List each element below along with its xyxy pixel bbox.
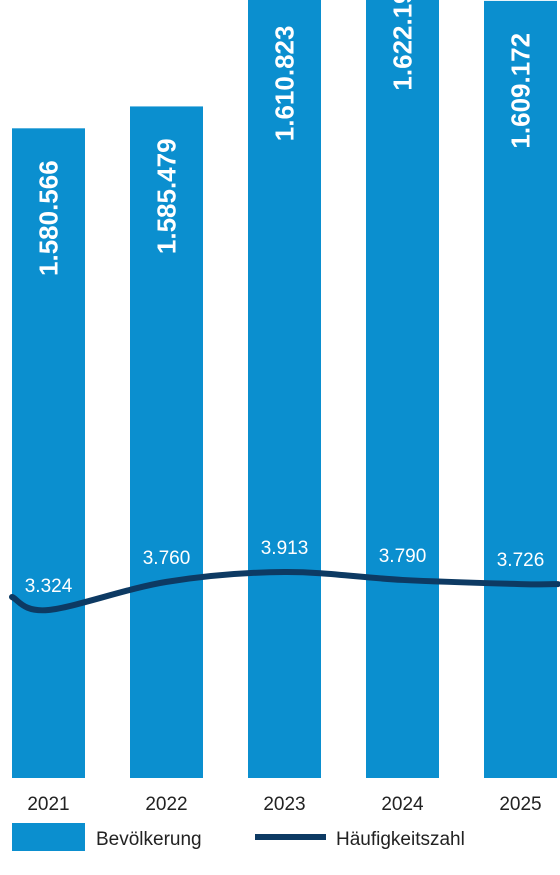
line-value-label-2022: 3.760 <box>143 548 191 569</box>
x-tick-2023: 2023 <box>263 794 305 815</box>
line-value-label-2024: 3.790 <box>379 546 427 567</box>
x-axis-ticks: 2021 2022 2023 2024 2025 <box>27 794 541 815</box>
legend-label-haeufigkeitszahl: Häufigkeitszahl <box>336 829 465 850</box>
line-value-label-2023: 3.913 <box>261 538 309 559</box>
bar-labels-layer: 1.580.566 1.585.479 1.610.823 1.622.193 1.60… <box>34 0 536 276</box>
line-value-label-2025: 3.726 <box>497 550 545 571</box>
bar-value-label-2022: 1.585.479 <box>152 138 182 254</box>
x-tick-2022: 2022 <box>145 794 187 815</box>
x-tick-2021: 2021 <box>27 794 69 815</box>
bar-value-label-2024: 1.622.193 <box>388 0 418 91</box>
bar-2024 <box>366 0 439 778</box>
x-tick-2025: 2025 <box>499 794 541 815</box>
bars-layer <box>12 0 557 779</box>
bar-value-label-2023: 1.610.823 <box>270 26 300 142</box>
bar-value-label-2025: 1.609.172 <box>506 33 536 149</box>
bar-2025 <box>484 0 557 778</box>
x-tick-2024: 2024 <box>381 794 424 815</box>
legend-label-bevoelkerung: Bevölkerung <box>96 829 202 850</box>
line-value-label-2021: 3.324 <box>25 576 73 597</box>
bar-2022 <box>130 106 203 778</box>
bar-2023 <box>248 0 321 779</box>
bar-2021 <box>12 128 85 778</box>
legend: Bevölkerung Häufigkeitszahl <box>12 823 465 851</box>
line-labels-layer: 3.324 3.760 3.913 3.790 3.726 <box>25 538 545 597</box>
series-line-haeufigkeitszahl <box>9 568 560 614</box>
legend-swatch-bevoelkerung <box>12 823 85 851</box>
bar-value-label-2021: 1.580.566 <box>34 160 64 276</box>
